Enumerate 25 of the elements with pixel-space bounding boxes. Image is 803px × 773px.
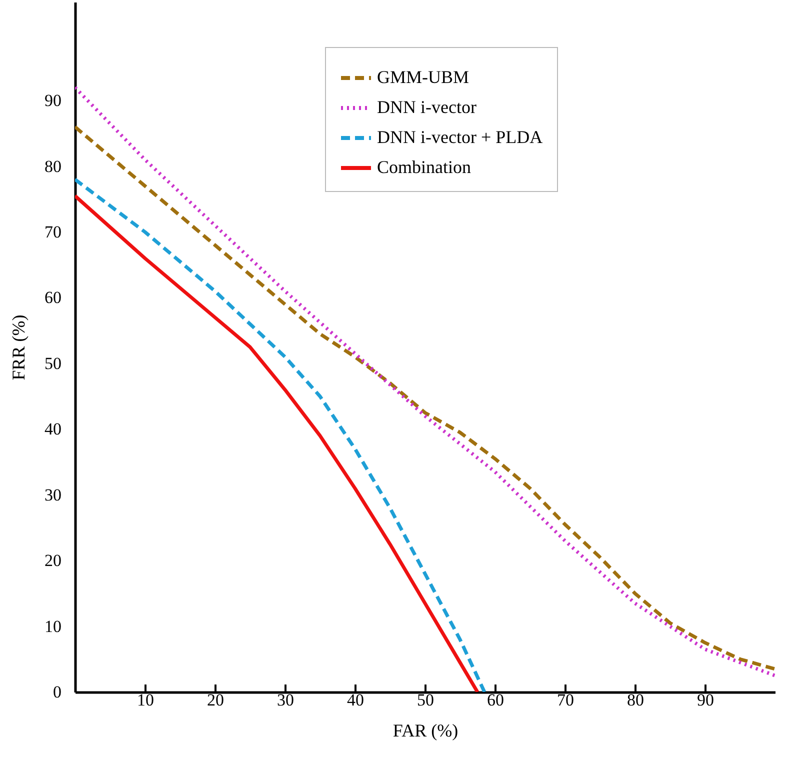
y-tick-label: 40 [44, 420, 62, 439]
y-tick-label: 20 [44, 551, 62, 570]
legend-label: DNN i-vector + PLDA [377, 127, 543, 147]
y-tick-label: 60 [44, 288, 62, 308]
x-tick-label: 90 [697, 690, 714, 710]
x-tick-label: 30 [277, 690, 294, 710]
x-tick-label: 20 [207, 690, 224, 710]
legend-label: DNN i-vector [377, 97, 476, 117]
y-tick-label: 70 [44, 222, 62, 242]
x-tick-label: 40 [347, 690, 364, 710]
x-tick-label: 60 [487, 690, 504, 710]
y-tick-label: 30 [44, 485, 62, 504]
x-tick-label: 10 [137, 690, 154, 710]
x-tick-label: 70 [557, 690, 574, 710]
y-tick-label: 90 [44, 91, 62, 110]
y-tick-label: 50 [44, 354, 62, 373]
y-tick-label: 10 [44, 616, 62, 636]
legend-label: GMM-UBM [377, 67, 470, 87]
y-tick-label: 0 [53, 682, 62, 702]
y-tick-label: 80 [44, 156, 62, 176]
x-axis-title: FAR (%) [392, 720, 458, 740]
x-tick-label: 50 [417, 690, 434, 710]
y-axis-title: FRR (%) [8, 314, 28, 380]
legend-label: Combination [377, 157, 471, 177]
x-tick-label: 80 [627, 690, 644, 710]
